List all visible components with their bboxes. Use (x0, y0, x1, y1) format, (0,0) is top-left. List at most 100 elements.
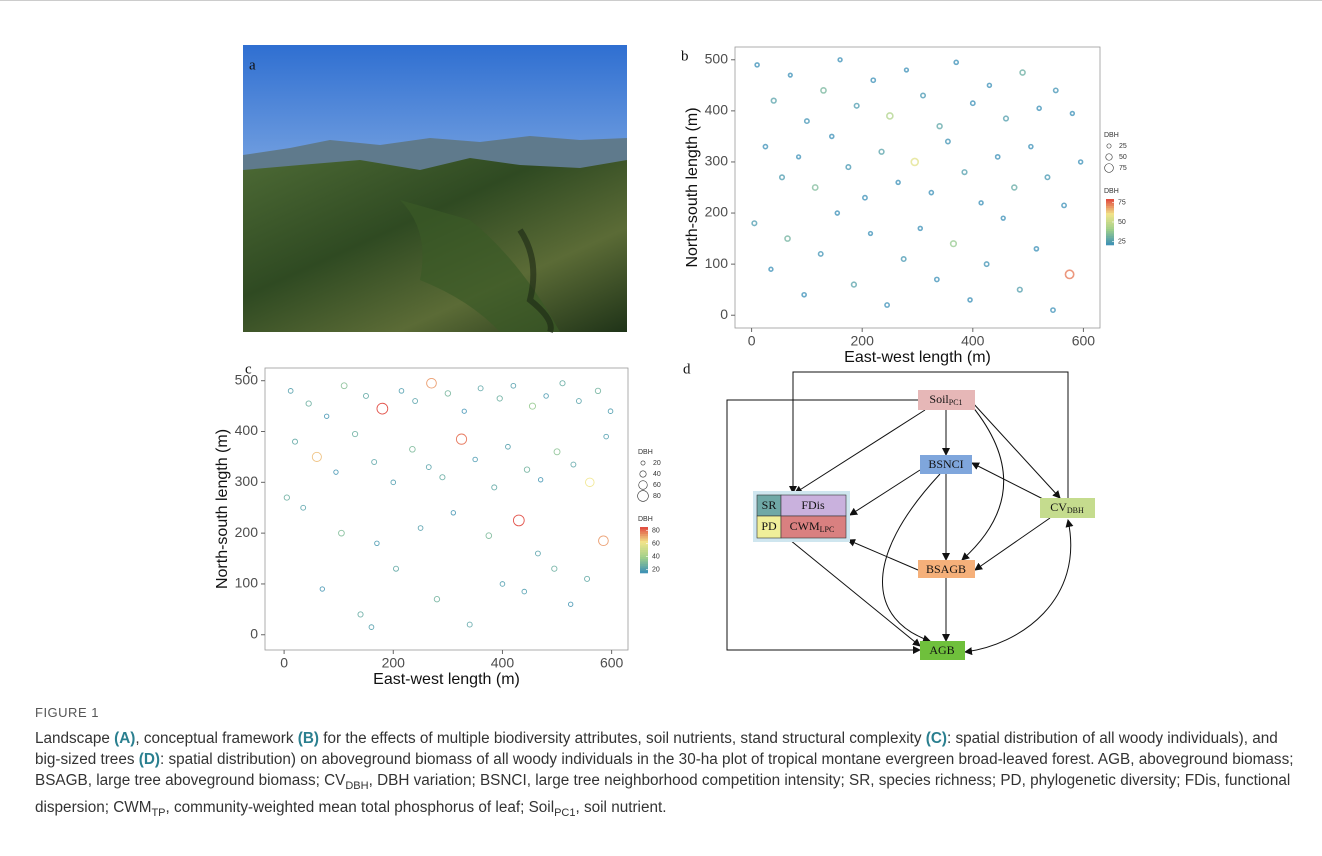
point (607, 408, 614, 414)
point (803, 118, 810, 125)
node-box (780, 515, 847, 539)
point (512, 514, 525, 527)
colorbar-cell (1106, 222, 1114, 225)
point (528, 402, 537, 410)
legend-label: 60 (653, 482, 661, 489)
figure: a b c d SoilPC1 BSNCI CVDBH BSAGB AGB SR (214, 45, 1127, 688)
y-axis-title: North-south length (m) (214, 429, 231, 589)
point (390, 479, 397, 486)
point (983, 261, 990, 268)
point (340, 382, 348, 390)
colorbar-cell (1106, 231, 1114, 234)
caption-panel-ref: (B) (297, 730, 319, 747)
point (787, 72, 793, 78)
point (969, 100, 976, 107)
colorbar-cell (1106, 205, 1114, 209)
point (1016, 286, 1023, 293)
legend-size (638, 480, 648, 490)
caption-segment: , community-weighted mean total phosphor… (165, 799, 555, 817)
point (834, 210, 841, 216)
point (376, 402, 389, 415)
point (461, 408, 467, 414)
point (551, 565, 558, 572)
point (417, 525, 424, 531)
colorbar-cell (1106, 219, 1114, 223)
colorbar-cell (1106, 233, 1114, 237)
point (535, 550, 541, 557)
point (878, 148, 885, 155)
point (895, 179, 901, 186)
arrow (849, 469, 921, 516)
point (936, 122, 943, 130)
point (953, 59, 960, 66)
node-label: CVDBH (1050, 500, 1084, 515)
point (986, 82, 993, 89)
colorbar-cell (640, 550, 648, 553)
panel-label: a (249, 57, 256, 73)
point (444, 390, 452, 397)
point (393, 565, 399, 572)
point (762, 143, 769, 150)
caption-text: Landscape (A), conceptual framework (B) … (35, 728, 1297, 824)
point (837, 57, 843, 63)
point (903, 67, 910, 73)
caption: FIGURE 1 Landscape (A), conceptual frame… (35, 705, 1297, 824)
node-box (920, 641, 965, 660)
point (1050, 307, 1056, 314)
point (1061, 202, 1067, 209)
legend-label: 20 (653, 460, 661, 467)
x-tick-label: 200 (851, 333, 875, 349)
colorbar-cell (640, 547, 648, 551)
point (305, 400, 312, 407)
y-tick-label: 300 (705, 153, 729, 169)
arrow (847, 539, 919, 571)
point (598, 535, 609, 547)
point (466, 621, 473, 628)
point (603, 433, 609, 440)
point (472, 456, 478, 463)
caption-label: FIGURE 1 (35, 705, 99, 720)
colorbar-cell (640, 559, 648, 562)
panel-label: d (683, 361, 691, 377)
caption-subscript: PC1 (554, 807, 576, 820)
point (300, 504, 307, 511)
point (770, 97, 777, 104)
legend-title: DBH (1104, 132, 1119, 139)
photo-canopy (400, 200, 560, 332)
colorbar-cell (1106, 224, 1114, 227)
point (496, 395, 503, 402)
point (1011, 184, 1018, 191)
arrow (882, 473, 941, 643)
y-tick-label: 400 (235, 422, 259, 438)
point (338, 529, 345, 537)
caption-segment: , DBH variation; BSNCI, large tree neigh… (35, 772, 1291, 817)
point (1044, 174, 1051, 181)
colorbar-cell (640, 561, 648, 565)
diagram-nodes: SoilPC1 BSNCI CVDBH BSAGB AGB SR FDis PD… (753, 390, 1095, 660)
y-tick-label: 200 (235, 524, 259, 540)
point (362, 392, 369, 399)
point (374, 540, 380, 547)
x-axis-title: East-west length (m) (844, 349, 991, 366)
point (491, 484, 498, 491)
colorbar-cell (640, 540, 648, 544)
point (553, 448, 561, 456)
legend-size (1105, 153, 1113, 161)
point (371, 459, 378, 465)
y-axis-title: North-south length (m) (684, 107, 701, 267)
node-box (918, 560, 975, 578)
panel-label: b (681, 48, 689, 64)
caption-panel-ref: (C) (925, 730, 948, 747)
y-tick-label: 100 (235, 575, 259, 591)
colorbar-cell (640, 536, 648, 539)
arrow (971, 462, 1046, 501)
point (751, 220, 758, 227)
node-label: FDis (801, 498, 825, 512)
point (1002, 115, 1010, 122)
colorbar-cell (1106, 199, 1114, 202)
arrow (794, 409, 926, 494)
point (357, 611, 364, 618)
colorbar-cell (640, 568, 648, 571)
colorbar-cell (640, 531, 648, 535)
node-label: PD (761, 519, 777, 533)
